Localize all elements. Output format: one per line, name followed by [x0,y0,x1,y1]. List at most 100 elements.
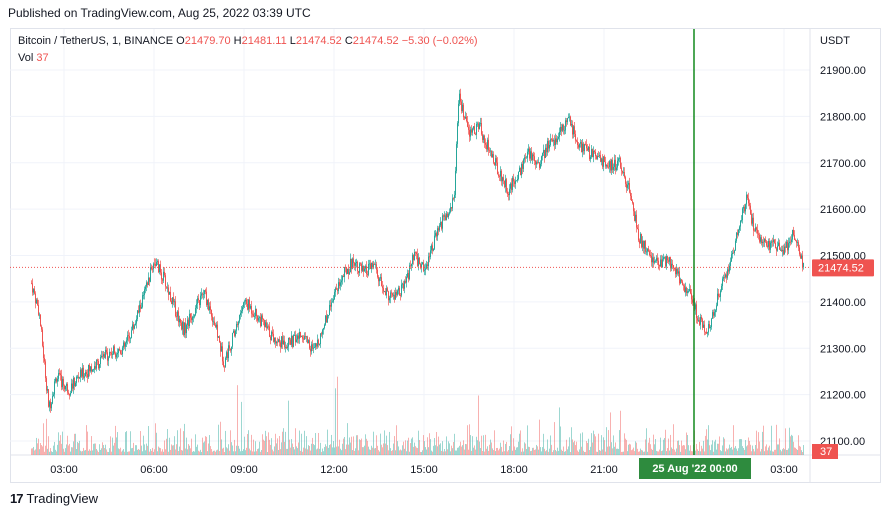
candle-body [571,124,572,126]
volume-bar [793,441,794,455]
volume-bar [786,449,787,455]
volume-bar [668,438,669,455]
candle-body [547,140,548,153]
candle-body [122,347,123,355]
volume-bar [262,434,263,455]
volume-bar [104,448,105,455]
candle-body [730,261,731,266]
volume-bar [229,450,230,455]
candle-body [657,257,658,261]
candle-body [249,299,250,309]
volume-bar [63,448,64,455]
volume-bar [287,448,288,455]
candle-body [710,326,711,329]
volume-bar [729,444,730,455]
candle-body [196,303,197,309]
volume-bar [217,449,218,455]
volume-bar [419,440,420,455]
candle-body [419,257,420,265]
volume-bar [553,450,554,455]
candle-body [357,261,358,271]
volume-bar [372,447,373,455]
volume-bar [37,443,38,455]
candle-body [457,123,458,145]
candle-body [235,330,236,336]
candle-body [315,343,316,348]
candle-body [291,335,292,345]
volume-bar [504,451,505,455]
volume-bar [614,446,615,455]
candle-body [722,278,723,287]
candle-body [504,180,505,188]
volume-bar [555,450,556,455]
volume-bar [594,434,595,455]
candle-body [518,171,519,180]
volume-bar [246,447,247,455]
volume-bar [201,451,202,455]
volume-bar [367,440,368,455]
volume-bar [144,444,145,455]
candle-body [401,284,402,296]
volume-bar [236,445,237,455]
volume-bar [609,446,610,455]
volume-bar [289,439,290,455]
volume-bar [397,441,398,455]
volume-bar [777,444,778,455]
candle-body [319,344,320,345]
candle-body [120,350,121,354]
candle-body [511,183,512,190]
x-tick-label: 15:00 [410,464,438,476]
candle-body [465,116,466,119]
candle-body [688,291,689,292]
candle-body [215,324,216,328]
volume-bar [95,443,96,455]
candle-body [662,259,663,268]
volume-bar [438,436,439,455]
footer-brand[interactable]: 17 TradingView [10,491,98,506]
candle-body [443,215,444,217]
volume-bar [286,448,287,455]
volume-bar [318,432,319,455]
candle-body [603,156,604,167]
candle-body [492,154,493,158]
candle-body [103,354,104,357]
volume-bar [474,445,475,455]
volume-bar [503,440,504,455]
volume-bar [521,451,522,455]
candle-body [761,237,762,244]
symbol-label[interactable]: Bitcoin / TetherUS, 1, BINANCE [18,35,174,47]
volume-bar [237,385,238,455]
volume-bar [792,435,793,455]
candle-body [664,256,665,258]
volume-bar [573,442,574,455]
volume-bar [79,440,80,455]
candle-body [268,326,269,328]
volume-bar [140,431,141,455]
volume-bar [497,447,498,455]
volume-bar [708,425,709,455]
volume-bar [250,450,251,455]
volume-bar [383,443,384,455]
volume-bar [535,449,536,455]
candle-body [368,264,369,275]
volume-bar [746,446,747,455]
volume-bar [679,445,680,455]
volume-bar [642,450,643,455]
candle-body [364,268,365,272]
volume-bar [294,449,295,455]
volume-bar [167,429,168,455]
candle-body [260,317,261,327]
volume-bar [623,451,624,455]
volume-bar [301,433,302,455]
candle-body [489,150,490,152]
volume-bar [744,449,745,455]
volume-bar [224,451,225,455]
candle-body [183,322,184,335]
candle-body [769,240,770,250]
candle-body [795,239,796,241]
candle-body [532,154,533,161]
candle-body [121,353,122,355]
candle-body [283,340,284,345]
candle-body [523,159,524,169]
